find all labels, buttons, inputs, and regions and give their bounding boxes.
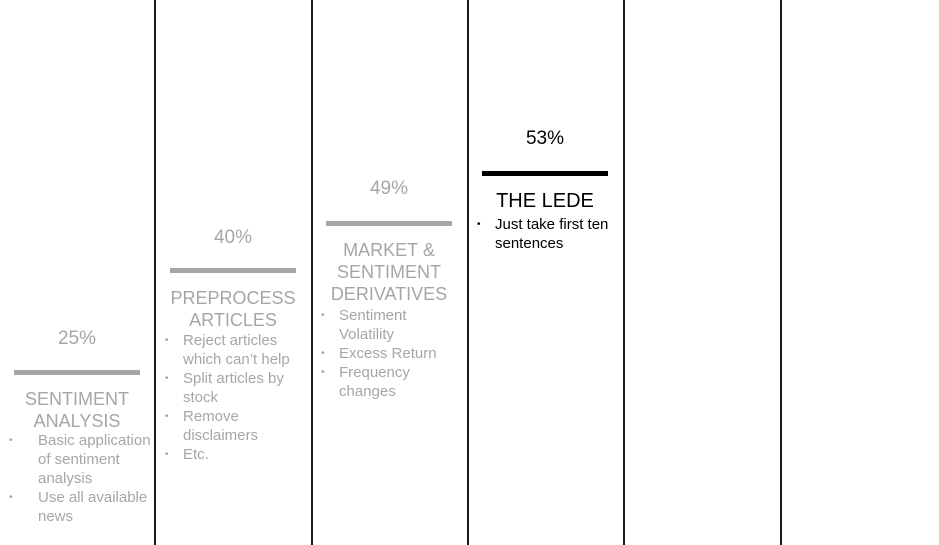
list-item-text: Sentiment Volatility <box>339 307 407 343</box>
list-item-text: Etc. <box>183 446 209 463</box>
stage-bar <box>170 268 296 273</box>
bullet-icon: • <box>165 411 169 422</box>
bullet-icon: • <box>165 373 169 384</box>
bullet-icon: • <box>321 367 325 378</box>
stage-percent: 40% <box>213 227 253 248</box>
stage-title: SENTIMENT ANALYSIS <box>1 388 153 432</box>
column-divider-1 <box>154 0 156 545</box>
bullet-icon: • <box>165 449 169 460</box>
list-item: • Reject articles which can’t help <box>165 331 309 369</box>
list-item-text: Use all available news <box>38 489 148 525</box>
list-item: • Split articles by stock <box>165 369 309 407</box>
stage-percent: 53% <box>525 128 565 149</box>
stage-title: PREPROCESS ARTICLES <box>157 287 309 331</box>
stage-bullet-list: • Reject articles which can’t help • Split… <box>165 331 309 464</box>
bullet-icon: • <box>321 348 325 359</box>
column-divider-3 <box>467 0 469 545</box>
list-item-text: Excess Return <box>339 345 437 362</box>
list-item: • Excess Return <box>321 344 465 363</box>
stage-title: MARKET & SENTIMENT DERIVATIVES <box>313 239 465 305</box>
bullet-icon: • <box>321 310 325 321</box>
list-item: • Basic application of sentiment analysis <box>9 431 153 488</box>
list-item: • Frequency changes <box>321 363 465 401</box>
stage-bullet-list: • Sentiment Volatility • Excess Return • Fr… <box>321 306 465 401</box>
list-item-text: Split articles by stock <box>183 370 284 406</box>
stage-title: THE LEDE <box>469 190 621 212</box>
list-item-text: Remove disclaimers <box>183 408 259 444</box>
stage-title-line: SENTIMENT <box>24 389 129 409</box>
list-item: • Remove disclaimers <box>165 407 309 445</box>
list-item: • Etc. <box>165 445 309 464</box>
list-item-text: Reject articles which can’t help <box>183 332 290 368</box>
stage-title-line: MARKET & <box>343 240 435 260</box>
list-item: • Sentiment Volatility <box>321 306 465 344</box>
stage-percent: 25% <box>57 328 97 349</box>
column-divider-5 <box>780 0 782 545</box>
stage-bar <box>326 221 452 226</box>
bullet-icon: • <box>477 219 481 230</box>
list-item: • Use all available news <box>9 488 153 526</box>
bullet-icon: • <box>165 335 169 346</box>
stage-bullet-list: • Just take first ten sentences <box>477 215 621 253</box>
stage-title-line: ARTICLES <box>189 310 277 330</box>
stage-title-line: DERIVATIVES <box>330 284 448 304</box>
stage-bullet-list: • Basic application of sentiment analysis… <box>9 431 153 526</box>
column-divider-4 <box>623 0 625 545</box>
bullet-icon: • <box>9 435 13 446</box>
stage-title-line: THE LEDE <box>496 190 594 212</box>
column-divider-2 <box>311 0 313 545</box>
bullet-icon: • <box>9 492 13 503</box>
list-item: • Just take first ten sentences <box>477 215 621 253</box>
stage-bar <box>482 171 608 176</box>
list-item-text: Basic application of sentiment analysis <box>38 432 151 487</box>
stage-percent: 49% <box>369 178 409 199</box>
stage-title-line: SENTIMENT <box>336 262 441 282</box>
stage-bar <box>14 370 140 375</box>
list-item-text: Just take first ten sentences <box>495 216 609 252</box>
stage-title-line: ANALYSIS <box>33 411 121 431</box>
stage-title-line: PREPROCESS <box>170 288 296 308</box>
list-item-text: Frequency changes <box>339 364 410 400</box>
